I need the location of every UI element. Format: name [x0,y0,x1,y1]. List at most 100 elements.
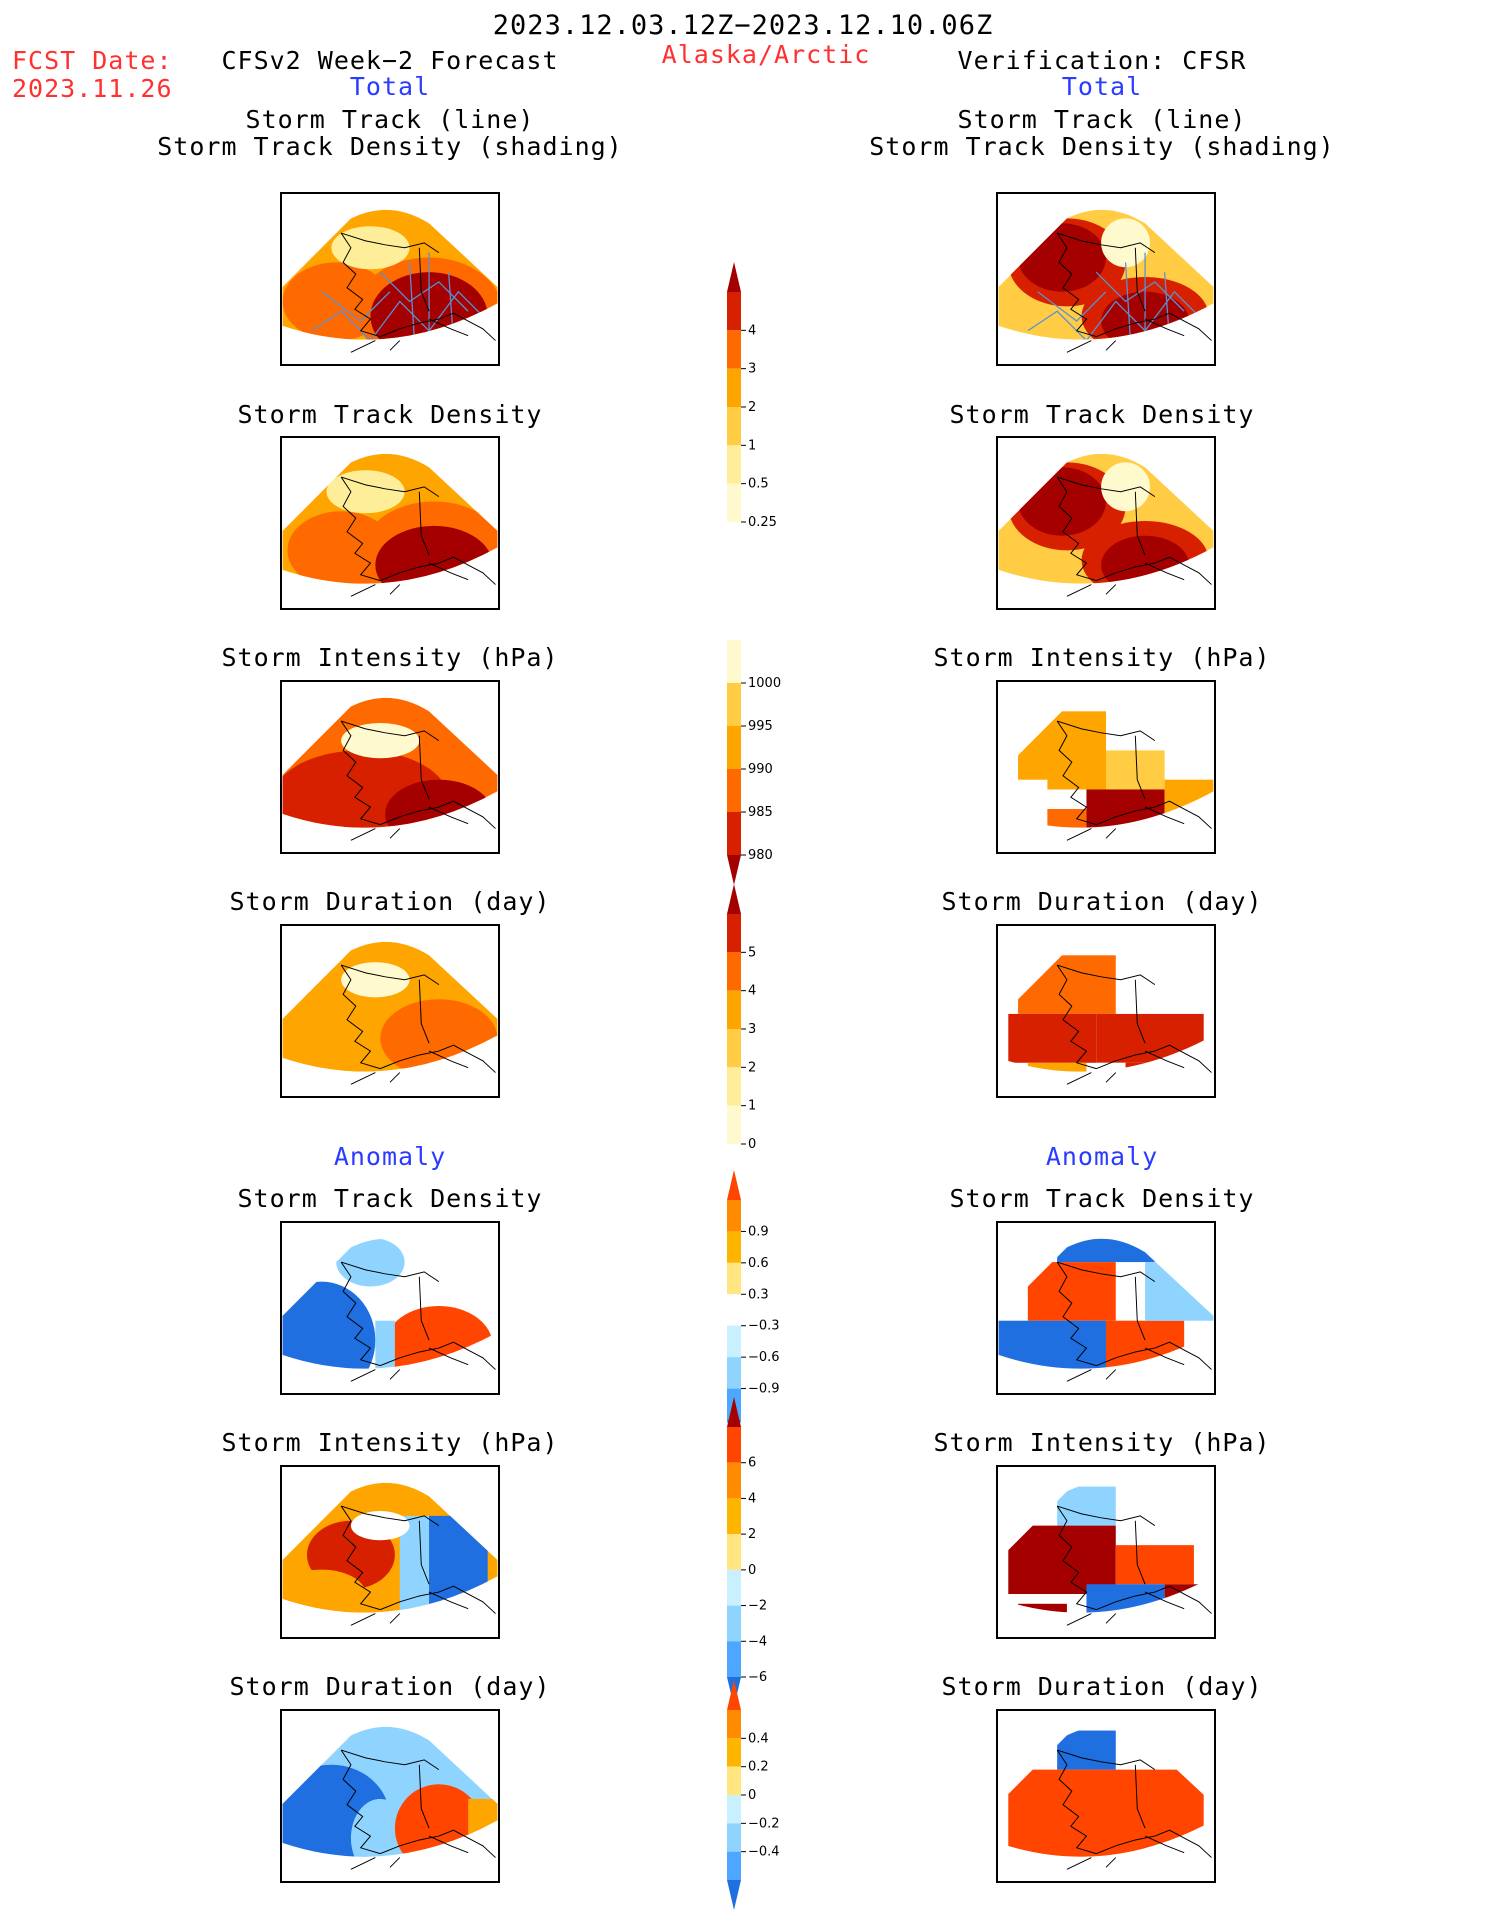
colorbar-segment [727,884,741,914]
shade-region [385,779,493,828]
colorbar-svg: 5 4 3 2 1 0 [727,884,756,1152]
right-duration-title: Storm Duration (day) [941,887,1263,916]
colorbar-tick-label: 0 [748,1563,756,1578]
region-title: Alaska/Arctic [661,40,871,69]
shade-region [282,1281,376,1369]
map-left-track-line-svg [282,209,498,353]
colorbar-tick-label: 0.4 [748,1731,769,1746]
colorbar-segment [727,483,741,522]
map-left-density-svg [282,453,498,597]
colorbar-tick-label: 0 [748,1788,756,1803]
colorbar-segment [727,1766,741,1795]
shade-region [1047,809,1087,828]
shade-region [1008,1013,1097,1063]
colorbar-segment [727,683,741,726]
colorbar-segment [727,1795,741,1824]
colorbar-tick-label: 4 [748,323,756,338]
shade-region [1086,789,1165,828]
colorbar-segment [727,1569,741,1606]
shade-region [1018,955,1116,1014]
shade-region [1027,1062,1087,1072]
colorbar-tick-label: 0.3 [748,1287,769,1302]
storm-track-lines [1027,252,1205,340]
fcst-date-value: 2023.11.26 [12,74,173,103]
colorbar-segment [727,855,741,885]
shade-region [1008,1769,1204,1857]
colorbar-segment [727,1170,741,1200]
left-total-label: Total [349,72,431,101]
colorbar-tick-label: −4 [748,1634,767,1649]
shade-region [1115,1545,1194,1585]
left-duration-title: Storm Duration (day) [229,887,551,916]
right-anom-intensity-title: Storm Intensity (hPa) [933,1428,1271,1457]
colorbar-segment [727,1823,741,1852]
colorbar-tick-label: −6 [748,1670,767,1685]
map-right-track-line-svg [998,209,1214,353]
colorbar-segment [727,1105,741,1144]
colorbar-segment [727,1641,741,1677]
colorbar-tick-label: −0.6 [748,1350,780,1365]
colorbar-tick-label: 3 [748,362,756,377]
shade-region [1008,1525,1116,1595]
colorbar-segment [727,1605,741,1642]
colorbar-segment [727,1200,741,1232]
left-density-title: Storm Track Density [237,400,543,429]
colorbar-segment [727,330,741,369]
map-right-density [996,436,1216,610]
colorbar-tick-label: 995 [748,719,773,734]
colorbar-tick-label: −2 [748,1599,767,1614]
map-left-anom-intensity-svg [282,1482,498,1626]
colorbar-segment [727,1067,741,1106]
shade-region [331,226,410,270]
colorbar-tick-label: 990 [748,762,773,777]
colorbar-segment [727,1738,741,1767]
colorbar-segment [727,769,741,812]
shade-region [350,1798,410,1857]
shade-region [1164,779,1214,828]
left-intensity-title: Storm Intensity (hPa) [221,643,559,672]
shade-region [1145,1262,1214,1321]
right-intensity-title: Storm Intensity (hPa) [933,643,1271,672]
colorbar-svg: 6 4 2 0 −2 −4 −6 [727,1397,767,1707]
colorbar-segment [727,914,741,953]
colorbar-tick-label: −0.9 [748,1382,780,1397]
forecast-title: CFSv2 Week−2 Forecast [221,46,559,75]
map-left-anom-density-svg [282,1238,498,1382]
colorbar-segment [727,1427,741,1463]
fcst-date-label: FCST Date: [12,46,173,75]
right-anom-duration-title: Storm Duration (day) [941,1672,1263,1701]
map-right-anom-density-svg [998,1238,1214,1382]
colorbar-tick-label: 985 [748,805,773,820]
map-right-duration-svg [998,941,1214,1085]
colorbar-segment [727,445,741,484]
left-anom-density-title: Storm Track Density [237,1184,543,1213]
coastline [1056,720,1212,841]
colorbar-segment [727,1397,741,1427]
shade-region [1101,218,1150,268]
right-anomaly-header: Anomaly [1045,1142,1159,1171]
colorbar-tick-label: 2 [748,1527,756,1542]
colorbar-tick-label: 6 [748,1456,756,1471]
colorbar-tick-label: 2 [748,400,756,415]
coastline [1056,1749,1212,1870]
shade-region [998,779,1048,828]
map-left-anom-density [280,1221,500,1395]
map-left-duration [280,924,500,1098]
shade-region [1096,1062,1126,1072]
map-right-intensity-svg [998,697,1214,841]
colorbar-segment [727,1710,741,1739]
shade-region [1057,1730,1116,1770]
map-right-anom-intensity-svg [998,1482,1214,1626]
shade-region [380,999,498,1072]
colorbar-tick-label: 0.5 [748,477,769,492]
colorbar-segment [727,990,741,1029]
right-track-line-title: Storm Track (line) Storm Track Density (… [869,106,1335,160]
colorbar-tick-label: −0.3 [748,1319,780,1334]
coastline [1056,964,1212,1085]
colorbar-tick-label: −0.2 [748,1816,780,1831]
colorbar-tick-label: −0.4 [748,1845,780,1860]
colorbar-svg: 1000 995 990 985 980 [727,640,781,885]
colorbar-tick-label: 1000 [748,676,781,691]
colorbar-tick-label: 0.2 [748,1760,769,1775]
coastline [1056,476,1212,597]
